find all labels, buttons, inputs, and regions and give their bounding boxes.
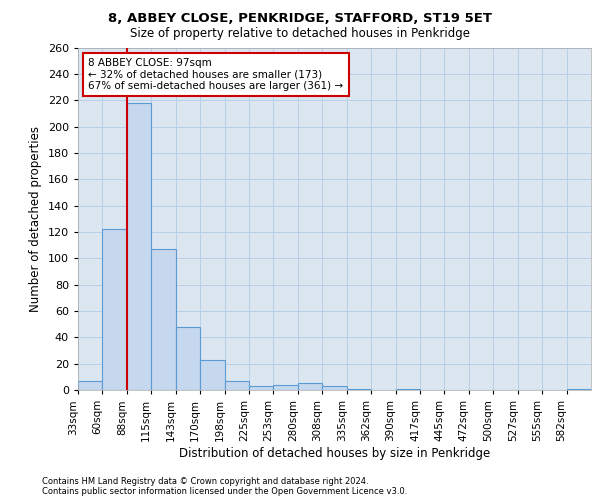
Text: Contains public sector information licensed under the Open Government Licence v3: Contains public sector information licen… <box>42 487 407 496</box>
Bar <box>200 360 224 390</box>
Bar <box>298 384 322 390</box>
Bar <box>78 381 103 390</box>
Bar <box>176 327 200 390</box>
Bar <box>249 386 274 390</box>
Bar <box>274 384 298 390</box>
X-axis label: Distribution of detached houses by size in Penkridge: Distribution of detached houses by size … <box>179 446 490 460</box>
Bar <box>347 388 371 390</box>
Y-axis label: Number of detached properties: Number of detached properties <box>29 126 42 312</box>
Text: Contains HM Land Registry data © Crown copyright and database right 2024.: Contains HM Land Registry data © Crown c… <box>42 477 368 486</box>
Bar <box>103 230 127 390</box>
Bar <box>151 249 176 390</box>
Bar <box>566 388 591 390</box>
Bar <box>322 386 347 390</box>
Bar <box>127 103 151 390</box>
Bar <box>224 381 249 390</box>
Bar <box>395 388 420 390</box>
Text: Size of property relative to detached houses in Penkridge: Size of property relative to detached ho… <box>130 28 470 40</box>
Text: 8, ABBEY CLOSE, PENKRIDGE, STAFFORD, ST19 5ET: 8, ABBEY CLOSE, PENKRIDGE, STAFFORD, ST1… <box>108 12 492 26</box>
Text: 8 ABBEY CLOSE: 97sqm
← 32% of detached houses are smaller (173)
67% of semi-deta: 8 ABBEY CLOSE: 97sqm ← 32% of detached h… <box>88 58 343 91</box>
